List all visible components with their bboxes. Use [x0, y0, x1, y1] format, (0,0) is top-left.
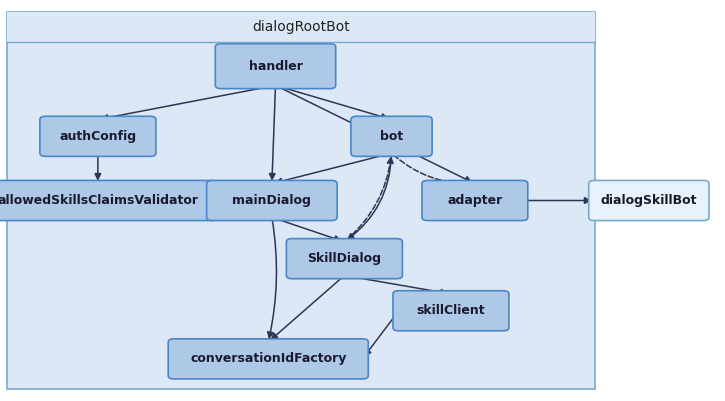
FancyBboxPatch shape: [207, 180, 337, 221]
FancyBboxPatch shape: [40, 116, 156, 156]
FancyBboxPatch shape: [7, 12, 594, 42]
Text: bot: bot: [380, 130, 403, 143]
FancyBboxPatch shape: [422, 180, 528, 221]
FancyBboxPatch shape: [0, 180, 216, 221]
FancyBboxPatch shape: [589, 180, 709, 221]
FancyBboxPatch shape: [168, 339, 368, 379]
Text: dialogRootBot: dialogRootBot: [252, 20, 349, 34]
Text: authConfig: authConfig: [59, 130, 136, 143]
FancyBboxPatch shape: [286, 239, 402, 279]
Text: conversationIdFactory: conversationIdFactory: [190, 352, 347, 365]
Text: mainDialog: mainDialog: [233, 194, 311, 207]
Text: handler: handler: [249, 60, 302, 73]
Text: adapter: adapter: [447, 194, 502, 207]
FancyBboxPatch shape: [7, 12, 594, 389]
Text: skillClient: skillClient: [417, 304, 485, 317]
Text: SkillDialog: SkillDialog: [307, 252, 381, 265]
FancyBboxPatch shape: [215, 44, 336, 89]
FancyBboxPatch shape: [393, 291, 509, 331]
FancyBboxPatch shape: [351, 116, 432, 156]
Text: dialogSkillBot: dialogSkillBot: [600, 194, 697, 207]
Text: allowedSkillsClaimsValidator: allowedSkillsClaimsValidator: [0, 194, 199, 207]
